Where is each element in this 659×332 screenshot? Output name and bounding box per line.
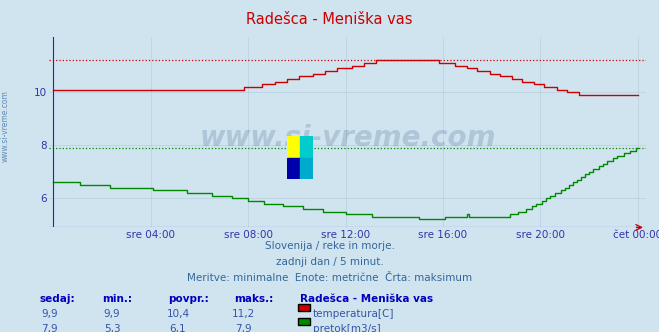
Text: Radešca - Meniška vas: Radešca - Meniška vas xyxy=(300,294,433,304)
Text: www.si-vreme.com: www.si-vreme.com xyxy=(1,90,10,162)
Text: www.si-vreme.com: www.si-vreme.com xyxy=(200,124,496,152)
Bar xyxy=(287,136,300,158)
Bar xyxy=(287,158,300,179)
Text: pretok[m3/s]: pretok[m3/s] xyxy=(313,324,381,332)
Text: 7,9: 7,9 xyxy=(41,324,58,332)
Text: 9,9: 9,9 xyxy=(103,309,121,319)
Bar xyxy=(300,136,313,158)
Text: Meritve: minimalne  Enote: metrične  Črta: maksimum: Meritve: minimalne Enote: metrične Črta:… xyxy=(187,273,472,283)
Text: maks.:: maks.: xyxy=(234,294,273,304)
Text: 7,9: 7,9 xyxy=(235,324,252,332)
Text: sedaj:: sedaj: xyxy=(40,294,75,304)
Text: Radešca - Meniška vas: Radešca - Meniška vas xyxy=(246,12,413,27)
Text: zadnji dan / 5 minut.: zadnji dan / 5 minut. xyxy=(275,257,384,267)
Text: min.:: min.: xyxy=(102,294,132,304)
Text: Slovenija / reke in morje.: Slovenija / reke in morje. xyxy=(264,241,395,251)
Bar xyxy=(300,158,313,179)
Text: 11,2: 11,2 xyxy=(232,309,256,319)
Text: povpr.:: povpr.: xyxy=(168,294,209,304)
Text: 5,3: 5,3 xyxy=(103,324,121,332)
Text: 9,9: 9,9 xyxy=(41,309,58,319)
Text: 10,4: 10,4 xyxy=(166,309,190,319)
Text: 6,1: 6,1 xyxy=(169,324,186,332)
Text: temperatura[C]: temperatura[C] xyxy=(313,309,395,319)
